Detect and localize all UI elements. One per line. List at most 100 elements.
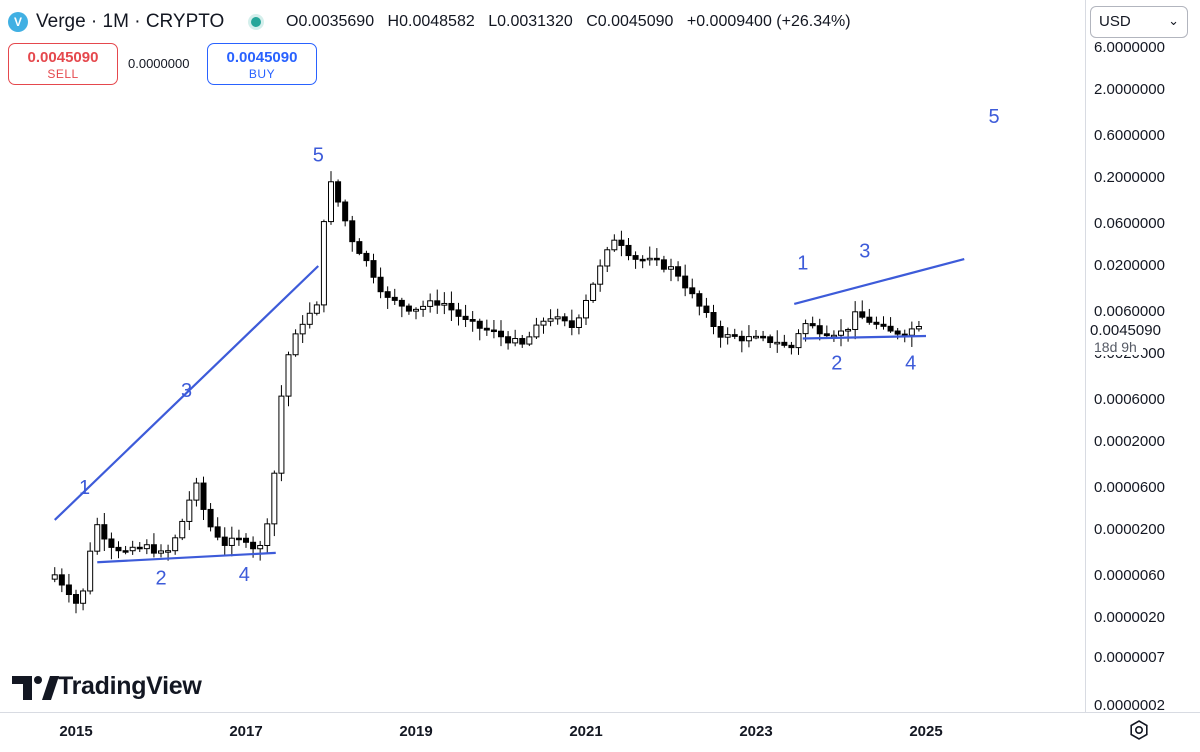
candle — [349, 215, 356, 252]
candle — [738, 330, 745, 353]
time-axis[interactable] — [0, 712, 1200, 752]
candle — [760, 330, 767, 342]
price-axis[interactable] — [1085, 0, 1200, 712]
candle — [838, 319, 844, 347]
candle — [505, 331, 512, 350]
candle — [519, 334, 526, 348]
change-value: +0.0009400 (+26.34%) — [686, 13, 851, 30]
wave-label: 1 — [79, 477, 90, 499]
candle — [908, 321, 915, 347]
candle — [866, 308, 873, 325]
candle — [207, 503, 214, 532]
candle — [80, 588, 87, 611]
candle — [653, 248, 660, 266]
candle — [200, 476, 207, 521]
chart-header: V Verge · 1M · CRYPTO O0.0035690 H0.0048… — [0, 0, 1085, 44]
candle — [632, 251, 639, 269]
trend-line[interactable] — [53, 265, 320, 521]
high-value: 0.0048582 — [399, 13, 475, 30]
price-tick-label: 0.0060000 — [1094, 303, 1165, 320]
candle — [597, 259, 604, 292]
wave-label: 4 — [239, 564, 250, 586]
low-value: 0.0031320 — [497, 13, 573, 30]
candle — [830, 330, 837, 342]
year-tick-label: 2023 — [739, 723, 773, 740]
low-label: L — [488, 13, 498, 30]
candle — [150, 533, 157, 558]
price-tick-label: 0.2000000 — [1094, 168, 1165, 186]
brand-name: TradingView — [58, 672, 202, 700]
candle — [299, 315, 306, 343]
candle — [434, 289, 441, 314]
price-tick-label: 0.0000020 — [1094, 608, 1165, 626]
candle — [717, 320, 724, 348]
candle — [328, 171, 334, 225]
trend-line[interactable] — [802, 334, 927, 340]
candle — [115, 541, 122, 559]
gear-icon[interactable] — [1128, 719, 1150, 741]
chevron-down-icon: ⌄ — [1168, 13, 1179, 28]
candle — [398, 297, 405, 318]
year-tick-label: 2021 — [569, 723, 603, 740]
candle — [335, 179, 342, 207]
candle — [94, 517, 101, 555]
candle — [313, 301, 320, 316]
candle — [689, 278, 696, 299]
trend-line[interactable] — [97, 551, 276, 564]
candle — [51, 567, 58, 583]
candle — [533, 317, 540, 340]
candle — [476, 318, 483, 341]
candle — [129, 540, 136, 555]
candle — [703, 297, 710, 318]
candle — [278, 385, 285, 482]
candle — [58, 568, 65, 593]
candle — [292, 329, 299, 357]
candle — [561, 313, 568, 327]
high-label: H — [387, 13, 400, 30]
candle — [604, 246, 611, 273]
currency-value: USD — [1099, 13, 1131, 30]
candle — [320, 219, 327, 313]
buy-button[interactable]: 0.0045090 BUY — [207, 43, 317, 85]
trend-line[interactable] — [793, 257, 965, 306]
candle — [271, 470, 278, 537]
candle — [490, 320, 497, 339]
symbol-title[interactable]: Verge · 1M · CRYPTO — [36, 11, 225, 32]
candle — [696, 290, 703, 316]
candle — [887, 317, 894, 333]
candle — [257, 540, 264, 561]
candle — [264, 518, 271, 554]
year-tick-label: 2015 — [59, 723, 93, 740]
candle — [172, 534, 179, 555]
price-chart[interactable]: 1 2 3 4 5 1 2 3 4 5 — [0, 0, 1085, 712]
candle — [540, 317, 547, 334]
candle — [101, 513, 108, 551]
candle — [668, 258, 674, 282]
candle — [228, 526, 235, 557]
candle — [391, 288, 398, 305]
candle — [65, 573, 72, 603]
candle — [781, 334, 788, 348]
open-value: 0.0035690 — [298, 13, 375, 30]
candle — [774, 330, 781, 353]
candle — [405, 303, 412, 315]
price-tick-label: 0.0200000 — [1094, 256, 1165, 274]
close-value: 0.0045090 — [597, 13, 674, 30]
candle — [639, 255, 646, 269]
candle — [136, 542, 143, 553]
candle — [816, 318, 823, 341]
candle — [221, 527, 228, 557]
candle — [859, 300, 866, 320]
candle — [880, 316, 887, 330]
candle — [342, 199, 349, 227]
candle — [823, 325, 830, 339]
year-tick-label: 2019 — [399, 723, 433, 740]
candle — [413, 307, 419, 320]
price-tick-label: 6.0000000 — [1094, 39, 1165, 56]
open-label: O — [286, 13, 299, 30]
candle — [143, 539, 150, 555]
candle — [675, 261, 682, 282]
buy-label: BUY — [248, 67, 276, 81]
sell-button[interactable]: 0.0045090 SELL — [8, 43, 118, 85]
currency-select[interactable]: USD ⌄ — [1090, 6, 1188, 38]
